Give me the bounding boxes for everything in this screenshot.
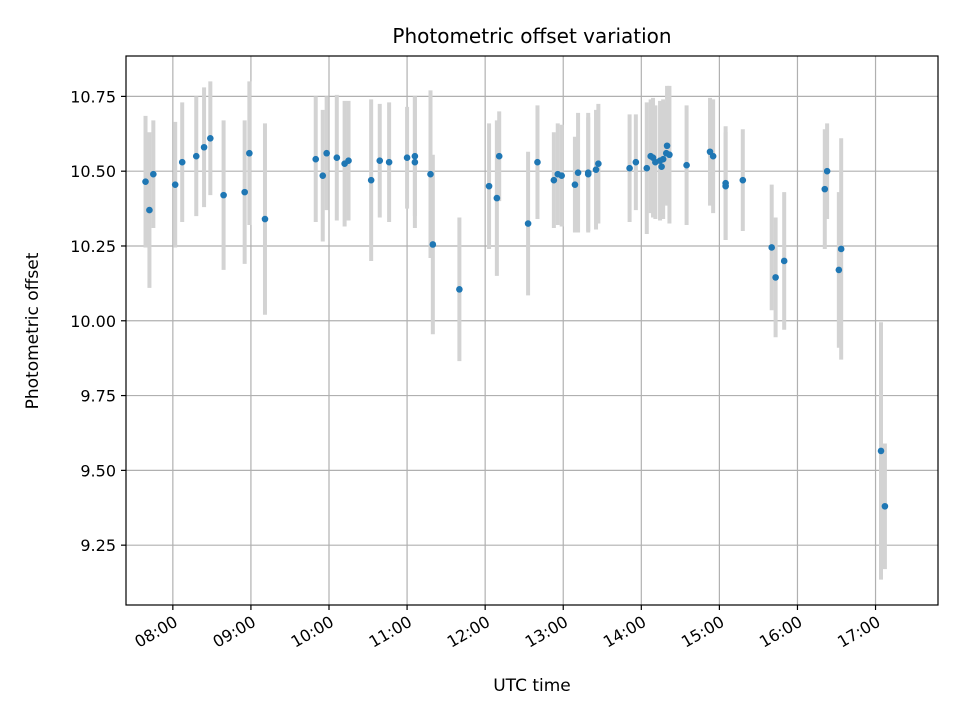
data-point bbox=[261, 215, 269, 223]
data-point bbox=[345, 157, 352, 165]
data-point bbox=[558, 172, 565, 179]
data-point bbox=[241, 188, 248, 196]
data-point bbox=[192, 152, 200, 160]
x-tick-label: 13:00 bbox=[522, 612, 571, 652]
data-point bbox=[643, 164, 651, 172]
x-tick-label: 10:00 bbox=[288, 612, 337, 652]
data-point bbox=[659, 155, 667, 163]
data-point bbox=[312, 155, 320, 163]
chart-title: Photometric offset variation bbox=[392, 24, 671, 48]
data-point bbox=[411, 158, 419, 166]
data-point bbox=[178, 158, 186, 166]
data-point bbox=[663, 142, 671, 150]
data-point bbox=[837, 245, 845, 253]
data-point bbox=[385, 158, 393, 166]
x-tick-label: 14:00 bbox=[600, 612, 649, 652]
x-axis-title: UTC time bbox=[493, 676, 571, 696]
data-point bbox=[780, 257, 788, 265]
data-point bbox=[246, 149, 253, 157]
y-tick-label: 9.75 bbox=[80, 387, 116, 406]
x-tick-label: 17:00 bbox=[834, 612, 883, 652]
data-point bbox=[333, 154, 341, 162]
y-tick-label: 10.00 bbox=[70, 312, 116, 331]
data-point bbox=[493, 194, 501, 202]
data-point bbox=[146, 206, 153, 214]
y-tick-label: 9.50 bbox=[80, 461, 116, 480]
data-point bbox=[666, 151, 673, 159]
data-point bbox=[429, 241, 437, 248]
data-point bbox=[142, 178, 149, 185]
y-tick-label: 10.50 bbox=[70, 162, 116, 181]
data-point bbox=[722, 182, 729, 190]
data-point bbox=[207, 134, 214, 142]
plot-area-frame bbox=[125, 55, 939, 606]
data-point bbox=[550, 176, 558, 184]
data-point bbox=[709, 152, 717, 160]
data-point bbox=[772, 274, 779, 281]
data-point bbox=[150, 170, 157, 178]
data-point bbox=[823, 167, 831, 175]
data-point bbox=[574, 169, 582, 176]
x-axis: 08:00 09:00 10:00 11:00 12:00 13:00 14:00 15:00… bbox=[131, 605, 884, 652]
data-point bbox=[411, 152, 419, 160]
data-point bbox=[427, 170, 434, 178]
data-point bbox=[739, 176, 747, 184]
data-point bbox=[495, 152, 503, 160]
x-tick-label: 09:00 bbox=[209, 612, 258, 652]
data-point bbox=[768, 244, 775, 251]
x-tick-label: 15:00 bbox=[678, 612, 727, 652]
data-point bbox=[220, 191, 227, 199]
y-tick-label: 9.25 bbox=[80, 536, 116, 555]
data-point bbox=[626, 164, 633, 172]
data-point bbox=[367, 176, 375, 184]
data-point bbox=[683, 161, 690, 169]
data-point bbox=[592, 166, 600, 173]
data-point bbox=[534, 158, 541, 166]
x-tick-label: 16:00 bbox=[756, 612, 805, 652]
y-axis: 9.25 9.50 9.75 10.00 10.25 10.50 10.75 bbox=[70, 87, 126, 555]
data-point bbox=[456, 286, 463, 293]
error-bars bbox=[143, 81, 887, 580]
data-point bbox=[632, 158, 640, 166]
y-axis-title: Photometric offset bbox=[23, 252, 43, 409]
data-point bbox=[323, 149, 330, 157]
data-point bbox=[571, 181, 579, 188]
data-point bbox=[881, 502, 889, 510]
data-point bbox=[376, 157, 384, 165]
data-point bbox=[171, 181, 179, 188]
data-point bbox=[877, 447, 885, 455]
data-point bbox=[319, 172, 327, 179]
data-point bbox=[403, 154, 411, 162]
x-tick-label: 08:00 bbox=[131, 612, 180, 652]
data-point bbox=[485, 182, 493, 190]
data-point bbox=[200, 143, 208, 151]
x-tick-label: 12:00 bbox=[444, 612, 493, 652]
data-point bbox=[835, 266, 843, 274]
y-tick-label: 10.25 bbox=[70, 237, 116, 256]
data-point bbox=[524, 220, 532, 227]
data-points bbox=[142, 134, 889, 510]
data-point bbox=[584, 169, 592, 176]
data-point bbox=[658, 163, 665, 170]
data-point bbox=[595, 160, 602, 168]
y-tick-label: 10.75 bbox=[70, 87, 116, 106]
data-point bbox=[821, 185, 829, 193]
x-tick-label: 11:00 bbox=[366, 612, 415, 652]
